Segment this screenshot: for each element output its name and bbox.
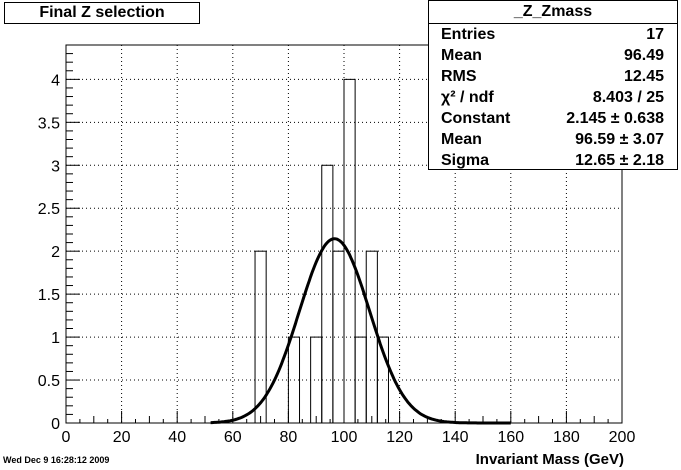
- stats-row-mean: Mean 96.49: [429, 45, 677, 66]
- y-tick-label: 1.5: [38, 287, 60, 304]
- x-tick-label: 80: [280, 429, 298, 446]
- stats-label: Sigma: [441, 152, 490, 169]
- x-tick-label: 140: [442, 429, 469, 446]
- stats-value: 12.65 ± 2.18: [575, 152, 664, 169]
- stats-label: RMS: [441, 68, 477, 85]
- x-tick-label: 20: [113, 429, 131, 446]
- stats-label: Entries: [441, 26, 496, 43]
- histogram-bar: [343, 78, 356, 424]
- stats-title: _Z_Zmass: [429, 1, 677, 24]
- x-tick-label: 200: [609, 429, 636, 446]
- histogram-bar: [287, 336, 301, 424]
- stats-value: 8.403 / 25: [592, 89, 664, 106]
- stats-box: _Z_Zmass Entries 17 Mean 96.49 RMS 12.45…: [428, 0, 678, 170]
- stats-label: Mean: [441, 47, 482, 64]
- histogram-bar: [376, 336, 389, 424]
- stats-label: χ² / ndf: [441, 89, 494, 106]
- footer-timestamp: Wed Dec 9 16:28:12 2009: [3, 455, 110, 465]
- x-tick-label: 120: [386, 429, 413, 446]
- histogram-bar: [310, 336, 323, 424]
- stats-value: 96.49: [623, 47, 664, 64]
- x-tick-label: 40: [168, 429, 186, 446]
- y-tick-label: 3.5: [38, 115, 60, 132]
- x-tick-label: 100: [331, 429, 358, 446]
- y-tick-label: 0.5: [38, 373, 60, 390]
- stats-value: 17: [646, 26, 664, 43]
- y-tick-label: 2: [51, 244, 60, 261]
- stats-row-rms: RMS 12.45: [429, 66, 677, 87]
- x-tick-label: 0: [62, 429, 71, 446]
- grid: [66, 45, 622, 423]
- stats-row-fit-mean: Mean 96.59 ± 3.07: [429, 129, 677, 150]
- stats-value: 96.59 ± 3.07: [575, 131, 664, 148]
- y-tick-label: 3: [51, 158, 60, 175]
- histogram-bar: [365, 250, 378, 424]
- histogram-title-box: Final Z selection: [4, 2, 200, 24]
- y-tick-label: 2.5: [38, 201, 60, 218]
- stats-value: 2.145 ± 0.638: [566, 110, 664, 127]
- stats-row-sigma: Sigma 12.65 ± 2.18: [429, 150, 677, 171]
- y-tick-label: 0: [51, 416, 60, 433]
- histogram-bar: [354, 336, 367, 424]
- stats-value: 12.45: [623, 68, 664, 85]
- gaussian-fit-curve: [210, 237, 511, 425]
- x-tick-label: 180: [553, 429, 580, 446]
- axes: 0 20 40 60 80 100 120 140 160 180 200 0 0.5 1 1.5 2 2.5 3…: [38, 44, 636, 446]
- stats-row-entries: Entries 17: [429, 24, 677, 45]
- stats-label: Constant: [441, 110, 511, 127]
- stats-label: Mean: [441, 131, 482, 148]
- histogram-bar: [321, 164, 334, 424]
- stats-row-constant: Constant 2.145 ± 0.638: [429, 108, 677, 129]
- y-tick-label: 1: [51, 330, 60, 347]
- stats-row-chi2-ndf: χ² / ndf 8.403 / 25: [429, 87, 677, 108]
- y-tick-label: 4: [51, 72, 60, 89]
- x-tick-label: 60: [224, 429, 242, 446]
- x-axis-label: Invariant Mass (GeV): [475, 451, 624, 468]
- x-tick-label: 160: [497, 429, 524, 446]
